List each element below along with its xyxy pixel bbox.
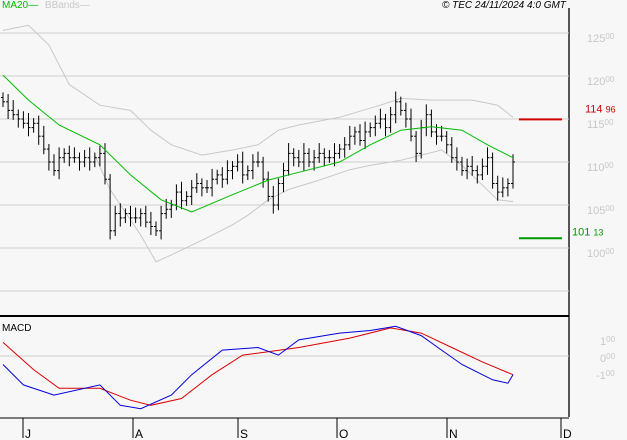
x-tick-label: A	[135, 427, 143, 440]
x-tick-label: J	[25, 427, 31, 440]
y-tick-label: 12500	[587, 32, 615, 45]
support-level-label: 101 13	[572, 226, 603, 238]
legend-ma20-swatch: —	[28, 0, 39, 11]
y-tick-label: 10500	[587, 204, 615, 217]
x-tick-label: N	[449, 427, 458, 440]
y-tick-label: 11500	[587, 118, 614, 131]
bband-upper-line	[2, 24, 514, 156]
legend-bbands: BBands	[44, 0, 80, 11]
macd-line	[2, 325, 514, 410]
legend-ma20: MA20	[2, 0, 29, 11]
bband-lower-line	[94, 149, 514, 263]
copyright: © TEC 24/11/2024 4:0 GMT	[442, 0, 566, 11]
macd-tick-label: -100	[596, 369, 615, 382]
x-tick-label: D	[563, 427, 572, 440]
y-tick-label: 12000	[587, 75, 615, 88]
macd-title: MACD	[2, 323, 31, 334]
legend: MA20— BBands—	[2, 0, 90, 11]
x-tick-label: S	[240, 427, 248, 440]
x-tick-label: O	[339, 427, 348, 440]
macd-tick-label: 100	[600, 335, 616, 348]
resistance-level-label: 114 96	[585, 103, 616, 115]
legend-bbands-swatch: —	[79, 0, 90, 11]
ma20-line	[2, 74, 514, 213]
ohlc-bars	[1, 91, 515, 240]
y-tick-label: 10000	[587, 247, 615, 260]
macd-signal-line	[2, 327, 514, 406]
macd-tick-label: 000	[600, 352, 616, 365]
y-tick-label: 11000	[587, 161, 614, 174]
